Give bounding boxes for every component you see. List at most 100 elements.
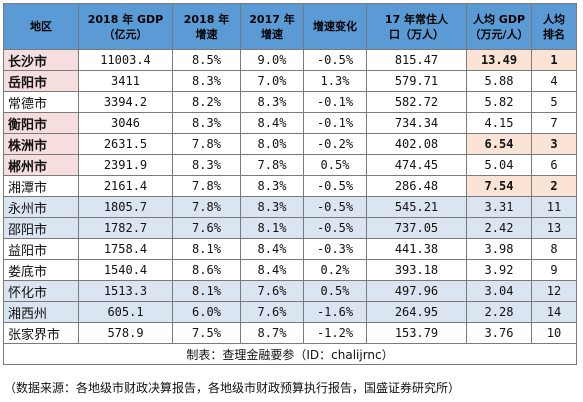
city-cell: 岳阳市: [3, 70, 79, 92]
growth-2017-cell: 8.0%: [240, 133, 304, 155]
population-cell: 815.47: [366, 49, 467, 71]
growth-2018-cell: 8.6%: [172, 259, 241, 281]
gdp-cell: 2391.9: [78, 154, 173, 176]
rank-cell: 8: [531, 238, 577, 260]
per-capita-gdp-cell: 5.88: [466, 70, 532, 92]
growth-2018-cell: 8.2%: [172, 91, 241, 113]
rank-cell: 14: [531, 301, 577, 323]
gdp-cell: 1805.7: [78, 196, 173, 218]
table-row: 常德市 3394.2 8.2% 8.3% -0.1% 582.72 5.82 5: [3, 91, 577, 113]
population-cell: 153.79: [366, 322, 467, 344]
growth-2017-cell: 8.4%: [240, 112, 304, 134]
rank-cell: 7: [531, 112, 577, 134]
table-row: 岳阳市 3411 8.3% 7.0% 1.3% 579.71 5.88 4: [3, 70, 577, 92]
growth-2017-cell: 8.4%: [240, 259, 304, 281]
rank-cell: 13: [531, 217, 577, 239]
growth-change-cell: -0.3%: [303, 238, 367, 260]
growth-2018-cell: 7.5%: [172, 322, 241, 344]
table-row: 湘西州 605.1 6.0% 7.6% -1.6% 264.95 2.28 14: [3, 301, 577, 323]
per-capita-gdp-cell: 4.15: [466, 112, 532, 134]
population-cell: 402.08: [366, 133, 467, 155]
gdp-cell: 11003.4: [78, 49, 173, 71]
city-cell: 怀化市: [3, 280, 79, 302]
rank-cell: 1: [531, 49, 577, 71]
gdp-cell: 1540.4: [78, 259, 173, 281]
population-cell: 734.34: [366, 112, 467, 134]
growth-2018-cell: 7.6%: [172, 217, 241, 239]
growth-change-cell: -1.2%: [303, 322, 367, 344]
caption-row: 制表：查理金融要参（ID：chalijrnc）: [3, 343, 577, 365]
growth-change-cell: -0.5%: [303, 196, 367, 218]
gdp-cell: 1758.4: [78, 238, 173, 260]
table-row: 娄底市 1540.4 8.6% 8.4% 0.2% 393.18 3.92 9: [3, 259, 577, 281]
header-population: 17 年常住人 口（万人）: [366, 3, 467, 50]
city-cell: 张家界市: [3, 322, 79, 344]
gdp-cell: 578.9: [78, 322, 173, 344]
population-cell: 286.48: [366, 175, 467, 197]
per-capita-gdp-cell: 5.82: [466, 91, 532, 113]
city-cell: 株洲市: [3, 133, 79, 155]
growth-change-cell: -0.1%: [303, 112, 367, 134]
growth-2017-cell: 8.3%: [240, 91, 304, 113]
population-cell: 582.72: [366, 91, 467, 113]
city-cell: 永州市: [3, 196, 79, 218]
table-row: 湘潭市 2161.4 7.8% 8.3% -0.5% 286.48 7.54 2: [3, 175, 577, 197]
table-row: 益阳市 1758.4 8.1% 8.4% -0.3% 441.38 3.98 8: [3, 238, 577, 260]
city-cell: 长沙市: [3, 49, 79, 71]
city-cell: 益阳市: [3, 238, 79, 260]
growth-2017-cell: 8.1%: [240, 217, 304, 239]
rank-cell: 9: [531, 259, 577, 281]
population-cell: 737.05: [366, 217, 467, 239]
growth-2018-cell: 8.1%: [172, 238, 241, 260]
gdp-cell: 3046: [78, 112, 173, 134]
population-cell: 393.18: [366, 259, 467, 281]
table-row: 衡阳市 3046 8.3% 8.4% -0.1% 734.34 4.15 7: [3, 112, 577, 134]
population-cell: 579.71: [366, 70, 467, 92]
city-cell: 湘西州: [3, 301, 79, 323]
per-capita-gdp-cell: 6.54: [466, 133, 532, 155]
growth-2017-cell: 8.4%: [240, 238, 304, 260]
header-region: 地区: [3, 3, 79, 50]
growth-2017-cell: 7.8%: [240, 154, 304, 176]
city-cell: 常德市: [3, 91, 79, 113]
growth-2017-cell: 7.6%: [240, 280, 304, 302]
per-capita-gdp-cell: 13.49: [466, 49, 532, 71]
gdp-cell: 1782.7: [78, 217, 173, 239]
header-growth-2018: 2018 年增速: [172, 3, 241, 50]
per-capita-gdp-cell: 3.76: [466, 322, 532, 344]
population-cell: 264.95: [366, 301, 467, 323]
growth-2018-cell: 7.8%: [172, 175, 241, 197]
growth-2017-cell: 9.0%: [240, 49, 304, 71]
growth-2017-cell: 8.3%: [240, 175, 304, 197]
table-row: 株洲市 2631.5 7.8% 8.0% -0.2% 402.08 6.54 3: [3, 133, 577, 155]
growth-change-cell: 0.5%: [303, 154, 367, 176]
per-capita-gdp-cell: 2.28: [466, 301, 532, 323]
header-per-capita-rank: 人均 排名: [531, 3, 577, 50]
per-capita-gdp-cell: 3.98: [466, 238, 532, 260]
growth-2018-cell: 8.3%: [172, 112, 241, 134]
growth-change-cell: -0.5%: [303, 175, 367, 197]
growth-change-cell: -0.1%: [303, 91, 367, 113]
header-per-capita-gdp: 人均 GDP （万元/人）: [466, 3, 532, 50]
growth-2018-cell: 7.8%: [172, 133, 241, 155]
growth-2017-cell: 7.0%: [240, 70, 304, 92]
growth-change-cell: -0.5%: [303, 217, 367, 239]
growth-change-cell: 1.3%: [303, 70, 367, 92]
header-growth-2017: 2017 年增速: [240, 3, 304, 50]
per-capita-gdp-cell: 2.42: [466, 217, 532, 239]
rank-cell: 4: [531, 70, 577, 92]
per-capita-gdp-cell: 3.31: [466, 196, 532, 218]
rank-cell: 10: [531, 322, 577, 344]
per-capita-gdp-cell: 5.04: [466, 154, 532, 176]
growth-2018-cell: 8.1%: [172, 280, 241, 302]
per-capita-gdp-cell: 3.92: [466, 259, 532, 281]
city-cell: 郴州市: [3, 154, 79, 176]
growth-2018-cell: 8.3%: [172, 154, 241, 176]
table-row: 长沙市 11003.4 8.5% 9.0% -0.5% 815.47 13.49 1: [3, 49, 577, 71]
gdp-cell: 2631.5: [78, 133, 173, 155]
rank-cell: 5: [531, 91, 577, 113]
rank-cell: 12: [531, 280, 577, 302]
growth-change-cell: -1.6%: [303, 301, 367, 323]
population-cell: 474.45: [366, 154, 467, 176]
